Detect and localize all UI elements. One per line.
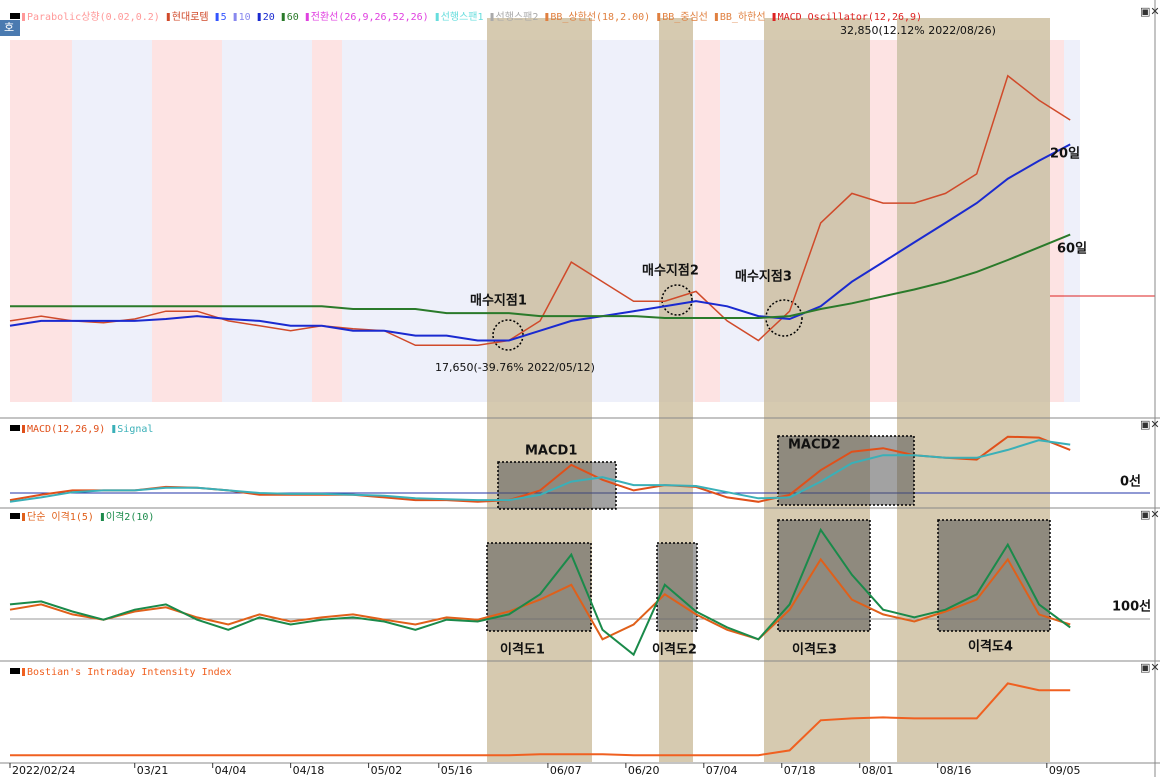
x-tick-label: 07/04 (706, 764, 738, 777)
legend-swatch (100, 513, 104, 521)
legend-item: BB_하한선 (720, 10, 766, 23)
legend-swatch (305, 13, 309, 21)
legend-item: BB_상한선(18,2.00) (550, 11, 650, 23)
legend-item: 전환선(26,9,26,52,26) (311, 11, 429, 23)
x-tick-label: 06/07 (550, 764, 582, 777)
legend-swatch (257, 13, 261, 21)
annotation: 60일 (1057, 242, 1087, 257)
legend-marker (10, 513, 20, 519)
svg-text:▣✕: ▣✕ (1140, 661, 1160, 674)
annotation: 17,650(-39.76% 2022/05/12) (435, 361, 595, 374)
legend-item: 현대로템 (172, 11, 209, 23)
series-line (10, 682, 1071, 757)
annotation: 이격도2 (652, 642, 697, 658)
legend-item: 선행스팬2 (496, 11, 539, 23)
x-tick-label: 08/01 (862, 764, 894, 777)
annotation: 매수지점2 (642, 264, 699, 279)
legend-swatch (545, 13, 549, 21)
svg-text:▣✕: ▣✕ (1140, 508, 1160, 521)
x-tick-label: 03/21 (137, 764, 169, 777)
legend-swatch (22, 13, 25, 21)
x-tick-label: 09/05 (1049, 764, 1081, 777)
legend-item: 20 (263, 12, 275, 23)
legend-swatch (233, 13, 237, 21)
legend-swatch (22, 513, 25, 521)
svg-text:▣✕: ▣✕ (1140, 418, 1160, 431)
annotation: 32,850(12.12% 2022/08/26) (840, 24, 996, 37)
x-tick-label: 04/18 (293, 764, 325, 777)
legend-swatch (281, 13, 285, 21)
annotation: MACD1 (525, 444, 577, 459)
series-line (9, 143, 1071, 342)
series-line (10, 233, 1071, 319)
legend-swatch (772, 13, 776, 21)
x-tick-label: 04/04 (215, 764, 247, 777)
series-line (9, 527, 1071, 657)
annotation: 20일 (1050, 147, 1080, 162)
legend-item: MACD Oscillator(12,26,9) (778, 12, 923, 23)
legend-item: MACD(12,26,9) (27, 424, 105, 435)
legend-marker (10, 13, 20, 19)
legend-swatch (22, 425, 25, 433)
x-tick-label: 07/18 (784, 764, 816, 777)
legend-item: Parabolic상향(0.02,0.2) (27, 11, 160, 23)
annotation: MACD2 (788, 438, 840, 453)
badge: 호 (4, 21, 14, 34)
annotation: 이격도3 (792, 642, 837, 658)
legend-swatch (166, 13, 170, 21)
x-tick-label: 05/02 (371, 764, 403, 777)
legend-marker (10, 668, 20, 674)
legend-swatch (112, 425, 116, 433)
legend-item: BB_중심선 (662, 11, 708, 23)
legend-item: 5 (221, 12, 227, 23)
legend-item: 단순 이격1(5) (27, 510, 94, 523)
x-tick-label: 06/20 (628, 764, 660, 777)
legend-item: 60 (287, 12, 299, 23)
annotation: 이격도1 (500, 642, 545, 658)
legend-swatch (714, 13, 718, 21)
legend-item: Signal (117, 424, 153, 435)
svg-text:▣✕: ▣✕ (1140, 5, 1160, 18)
annotation: 매수지점1 (470, 294, 527, 309)
legend-item: 이격2(10) (106, 510, 155, 523)
legend-item: 10 (239, 12, 251, 23)
x-tick-label: 2022/02/24 (12, 764, 75, 777)
series-line (9, 74, 1071, 347)
legend-swatch (490, 13, 494, 21)
annotation: 이격도4 (968, 639, 1013, 655)
legend-swatch (435, 13, 439, 21)
x-tick-label: 05/16 (441, 764, 473, 777)
series-line (9, 439, 1071, 503)
legend-swatch (22, 668, 25, 676)
x-tick-label: 08/16 (940, 764, 972, 777)
annotation: 0선 (1120, 474, 1141, 490)
legend-swatch (657, 13, 661, 21)
legend-item: 선행스팬1 (441, 11, 484, 23)
annotation: 매수지점3 (735, 270, 792, 285)
annotation: 100선 (1112, 599, 1151, 615)
legend-marker (10, 425, 20, 431)
legend-item: Bostian's Intraday Intensity Index (27, 667, 232, 678)
legend-swatch (215, 13, 219, 21)
